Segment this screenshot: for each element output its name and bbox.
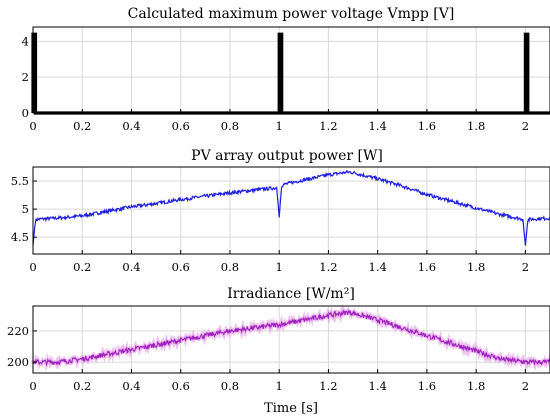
panel-power-plot — [32, 169, 550, 246]
x-tick-label: 0.2 — [73, 119, 91, 133]
panel-vmpp: Calculated maximum power voltage Vmpp [V… — [22, 6, 550, 133]
panel-irradiance-grid — [32, 306, 550, 373]
panel-vmpp-frame — [32, 26, 550, 114]
x-tick-label: 1.4 — [369, 379, 387, 393]
x-tick-label: 1 — [276, 379, 283, 393]
panel-vmpp-plot — [31, 32, 550, 115]
series-envelope — [31, 303, 550, 372]
x-tick-label: 0.2 — [73, 379, 91, 393]
x-tick-label: 0.6 — [172, 379, 190, 393]
panel-power-y-ticks: 4.5 5 5.5 — [11, 174, 37, 244]
x-tick-label: 1.6 — [418, 119, 436, 133]
y-tick-label: 4 — [22, 34, 29, 48]
x-tick-label: 1.8 — [467, 119, 485, 133]
x-tick-label: 1 — [276, 119, 283, 133]
panel-power-x-ticks: 0 0.2 0.4 0.6 0.8 1 1.2 1.4 1.6 1.8 2 — [29, 250, 529, 274]
x-tick-label: 0.4 — [122, 260, 140, 274]
series-line-power — [32, 169, 550, 246]
x-tick-label: 1.8 — [467, 260, 485, 274]
x-tick-label: 2 — [522, 119, 529, 133]
x-tick-label: 2 — [522, 379, 529, 393]
x-tick-label: 1 — [276, 260, 283, 274]
panel-vmpp-x-ticks: 0 0.2 0.4 0.6 0.8 1 1.2 1.4 1.6 1.8 2 — [29, 109, 529, 133]
y-tick-label: 5 — [22, 202, 29, 216]
series-line-vmpp — [31, 32, 550, 115]
series-line-irradiance — [32, 308, 550, 367]
panel-irradiance-y-ticks: 200 220 — [7, 324, 37, 369]
x-tick-label: 2 — [522, 260, 529, 274]
x-tick-label: 0 — [29, 260, 36, 274]
x-tick-label: 1.8 — [467, 379, 485, 393]
x-tick-label: 0.8 — [221, 379, 239, 393]
panel-irradiance: Irradiance [W/m²] 0 0.2 0.4 0.6 0.8 1 1.2 1.4 1.… — [7, 286, 550, 416]
x-tick-label: 0.6 — [172, 260, 190, 274]
x-tick-label: 0.8 — [221, 119, 239, 133]
y-tick-label: 0 — [22, 106, 29, 120]
x-axis-label: Time [s] — [264, 401, 318, 416]
x-tick-label: 0.4 — [122, 119, 140, 133]
x-tick-label: 1.4 — [369, 119, 387, 133]
y-tick-label: 200 — [7, 355, 29, 369]
panel-power-title: PV array output power [W] — [191, 148, 383, 164]
x-tick-label: 0.4 — [122, 379, 140, 393]
panel-irradiance-frame — [32, 305, 550, 374]
x-tick-label: 1.4 — [369, 260, 387, 274]
panel-vmpp-title: Calculated maximum power voltage Vmpp [V… — [128, 6, 455, 22]
x-tick-label: 1.6 — [418, 260, 436, 274]
x-tick-label: 0.2 — [73, 260, 91, 274]
x-tick-label: 1.2 — [319, 260, 337, 274]
y-tick-label: 4.5 — [11, 230, 29, 244]
y-tick-label: 2 — [22, 70, 29, 84]
panel-irradiance-x-ticks: 0 0.2 0.4 0.6 0.8 1 1.2 1.4 1.6 1.8 2 — [29, 369, 529, 393]
x-tick-label: 0 — [29, 379, 36, 393]
x-tick-label: 0.8 — [221, 260, 239, 274]
panel-irradiance-title: Irradiance [W/m²] — [227, 286, 355, 302]
x-tick-label: 1.2 — [319, 119, 337, 133]
x-tick-label: 0 — [29, 119, 36, 133]
panel-vmpp-y-ticks: 0 2 4 — [22, 34, 37, 120]
x-tick-label: 1.2 — [319, 379, 337, 393]
panel-vmpp-grid — [32, 27, 550, 114]
y-tick-label: 5.5 — [11, 174, 29, 188]
panel-irradiance-plot — [31, 303, 550, 372]
y-tick-label: 220 — [7, 324, 29, 338]
x-tick-label: 1.6 — [418, 379, 436, 393]
panel-power: PV array output power [W] 0 0.2 0.4 0.6 0.8 1… — [11, 148, 550, 274]
panel-power-frame — [32, 166, 550, 255]
x-tick-label: 0.6 — [172, 119, 190, 133]
